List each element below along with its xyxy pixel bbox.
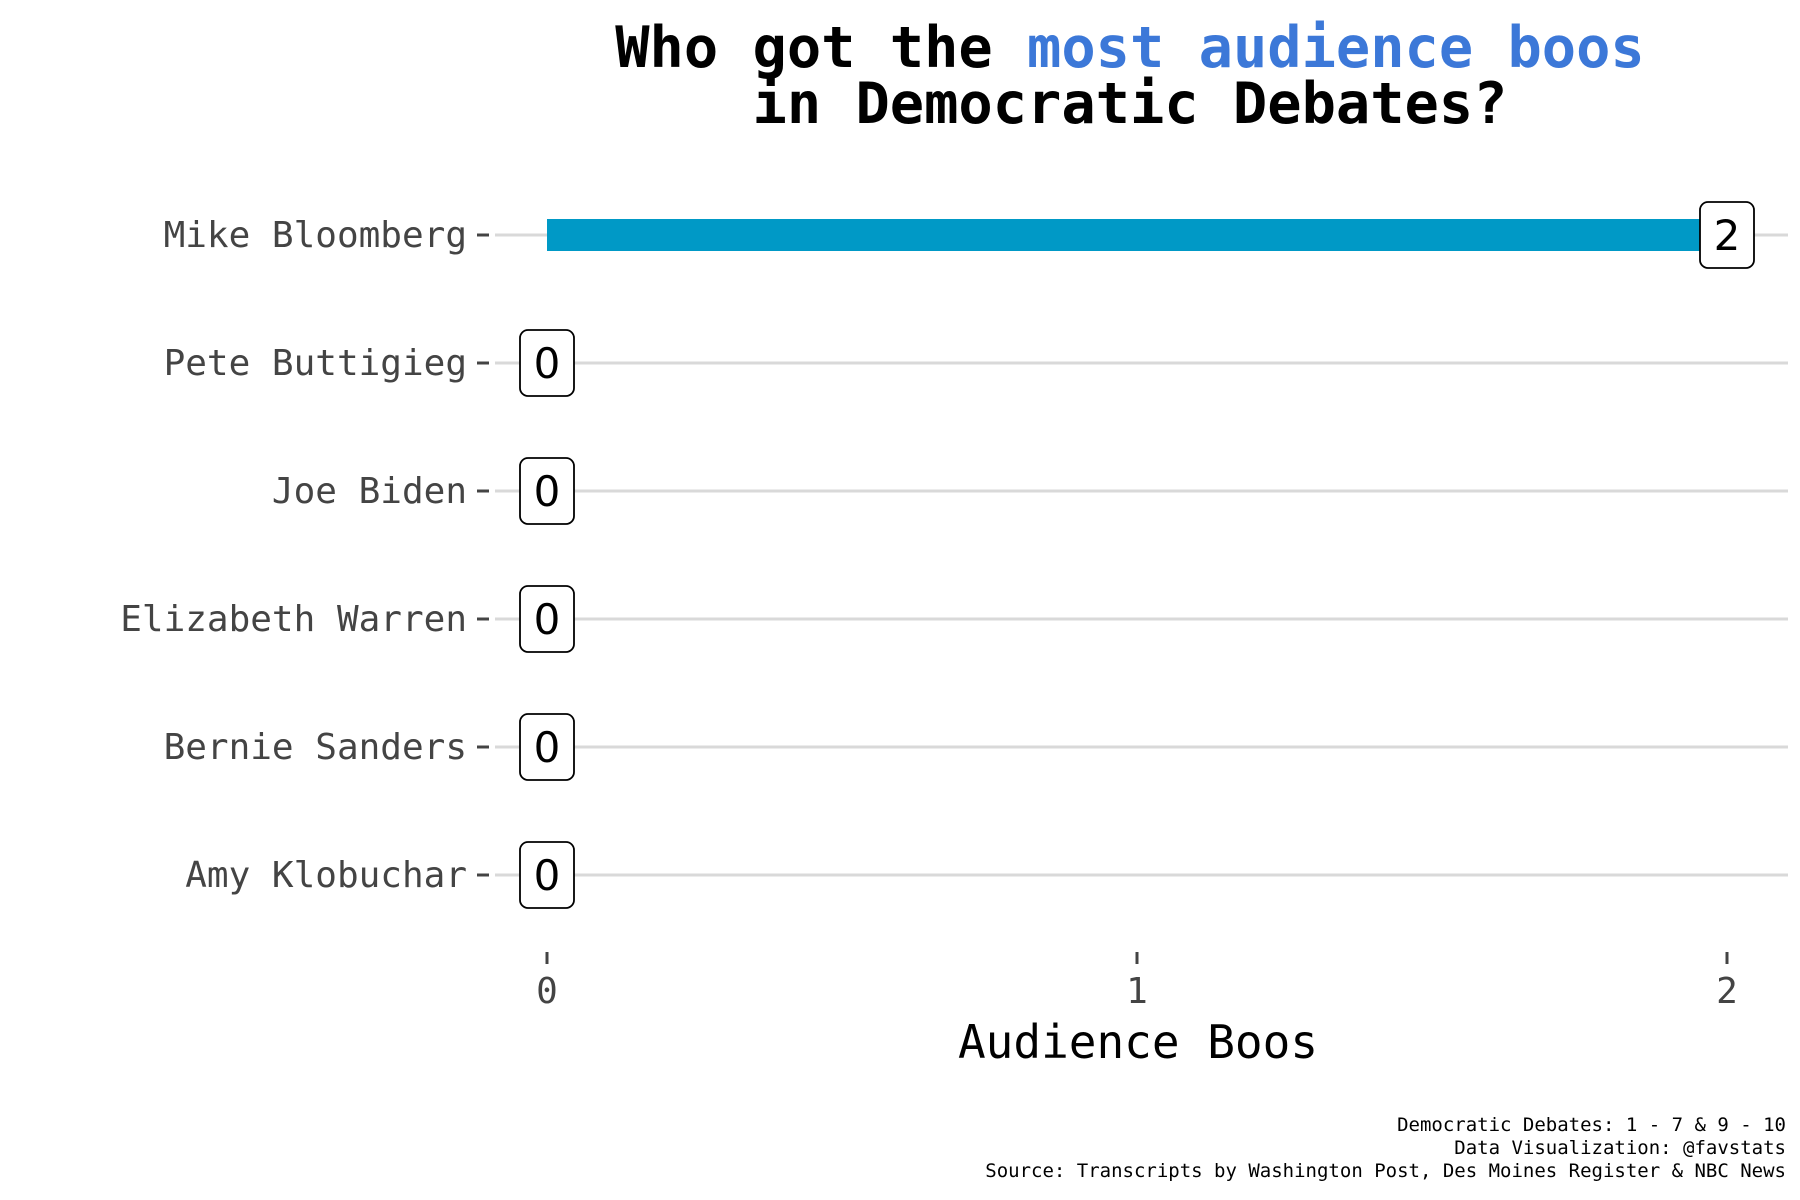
category-label: Pete Buttigieg — [164, 343, 467, 384]
chart-title: Who got the most audience boos in Democr… — [615, 15, 1645, 137]
chart-title-part-1: Who got the — [615, 15, 1027, 81]
caption-line: Democratic Debates: 1 - 7 & 9 - 10 — [1397, 1114, 1786, 1136]
bar — [547, 219, 1727, 251]
chart-title-line-2: in Democratic Debates? — [753, 71, 1508, 137]
caption-line: Source: Transcripts by Washington Post, … — [985, 1160, 1786, 1182]
data-label: 0 — [534, 339, 561, 388]
category-label: Amy Klobuchar — [185, 855, 467, 896]
x-axis-title: Audience Boos — [958, 1015, 1318, 1069]
category-labels: Mike Bloomberg Pete Buttigieg Joe Biden Eli… — [120, 215, 489, 896]
chart-title-highlight: most audience boos — [1027, 15, 1645, 81]
chart-title-line-1: Who got the most audience boos — [615, 15, 1645, 81]
bars — [547, 219, 1727, 251]
data-label: 0 — [534, 723, 561, 772]
x-tick-label: 0 — [536, 971, 558, 1012]
data-label-box — [519, 457, 575, 525]
category-label: Bernie Sanders — [164, 727, 467, 768]
data-label-box — [1699, 201, 1755, 269]
x-tick-label: 1 — [1126, 971, 1148, 1012]
data-label: 2 — [1714, 211, 1741, 260]
x-axis: 0 1 2 — [536, 952, 1738, 1012]
data-label: 0 — [534, 851, 561, 900]
data-label: 0 — [534, 595, 561, 644]
data-label-box — [519, 329, 575, 397]
data-label-box — [519, 713, 575, 781]
category-label: Mike Bloomberg — [164, 215, 467, 256]
category-label: Joe Biden — [272, 471, 467, 512]
data-label-box — [519, 585, 575, 653]
x-tick-label: 2 — [1716, 971, 1738, 1012]
data-label: 0 — [534, 467, 561, 516]
category-label: Elizabeth Warren — [120, 599, 467, 640]
gridlines — [495, 233, 1788, 877]
caption-line: Data Visualization: @favstats — [1454, 1137, 1786, 1159]
data-label-box — [519, 841, 575, 909]
data-labels: 2 0 0 0 0 0 — [519, 201, 1755, 909]
